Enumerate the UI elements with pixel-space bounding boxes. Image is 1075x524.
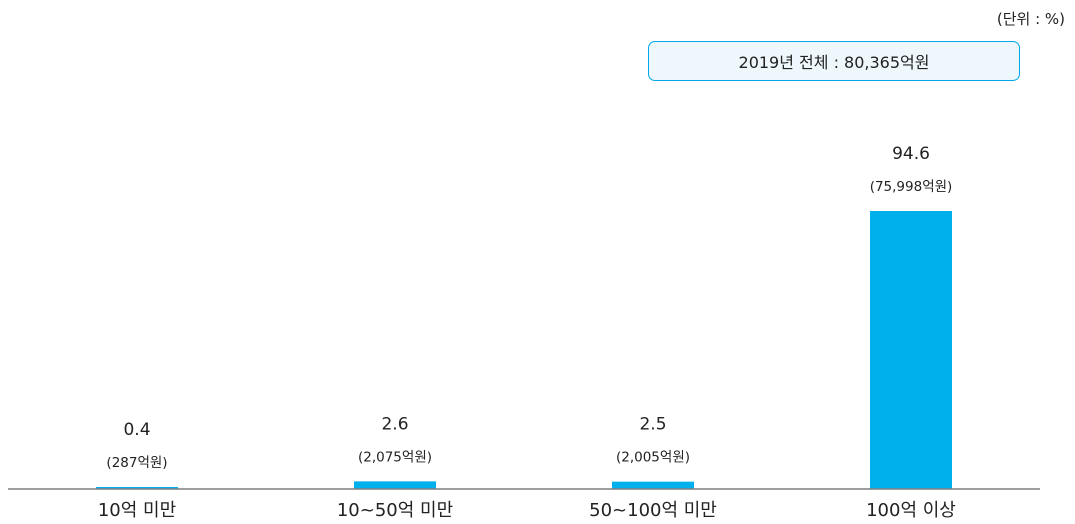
data-label-amount: (287억원) (106, 455, 167, 471)
bar (96, 487, 178, 489)
x-tick-label: 100억 이상 (866, 500, 956, 521)
total-summary-box: 2019년 전체 : 80,365억원 (648, 41, 1020, 81)
bar (354, 481, 436, 489)
unit-label: (단위 : %) (996, 10, 1065, 28)
bar (612, 481, 694, 489)
x-tick-label: 10~50억 미만 (337, 500, 453, 521)
x-tick-label: 10억 미만 (98, 500, 176, 521)
data-label-amount: (2,005억원) (616, 450, 690, 466)
data-label-amount: (75,998억원) (870, 179, 953, 195)
x-tick-label: 50~100억 미만 (589, 500, 717, 521)
data-label-value: 0.4 (123, 420, 150, 440)
data-label-value: 2.5 (639, 415, 666, 435)
bar (870, 211, 952, 489)
total-summary-text: 2019년 전체 : 80,365억원 (738, 53, 930, 72)
data-label-amount: (2,075억원) (358, 449, 432, 465)
data-label-value: 94.6 (892, 144, 930, 164)
data-label-value: 2.6 (381, 414, 408, 434)
